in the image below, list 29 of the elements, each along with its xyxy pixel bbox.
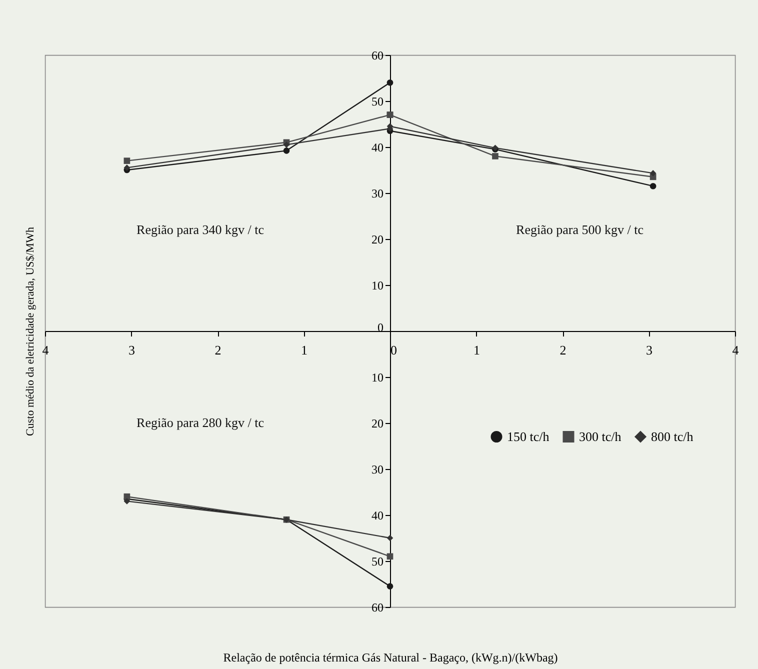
y-tick-label: 20 <box>372 232 384 246</box>
annotation: Região para 340 kgv / tc <box>136 222 264 237</box>
x-tick-label: 1 <box>474 342 480 358</box>
y-axis-title: Custo médio da eletricidade gerada, US$/MWh <box>24 226 36 436</box>
x-tick-label: 3 <box>128 342 135 358</box>
x-tick-label: 0 <box>390 342 397 358</box>
y-tick-label: 50 <box>372 94 384 108</box>
annotation: Região para 500 kgv / tc <box>516 222 644 237</box>
x-tick-label: 1 <box>301 342 308 358</box>
y-tick-label: 20 <box>372 416 384 430</box>
y-tick-label: 10 <box>372 278 384 292</box>
y-tick-label: 50 <box>372 554 384 568</box>
x-tick-label: 2 <box>560 342 566 358</box>
y-tick-label: 30 <box>372 186 384 200</box>
legend-label: 150 tc/h <box>507 428 550 444</box>
x-tick-label: 4 <box>42 342 50 358</box>
legend-label: 300 tc/h <box>579 428 622 444</box>
y-tick-label: 60 <box>372 48 384 62</box>
y-tick-label: 30 <box>372 462 384 476</box>
annotation: Região para 280 kgv / tc <box>136 415 264 430</box>
legend-label: 800 tc/h <box>651 428 694 444</box>
y-tick-label: 10 <box>372 370 384 384</box>
y-tick-label: 60 <box>372 600 384 614</box>
x-tick-label: 3 <box>646 342 652 358</box>
x-tick-label: 4 <box>732 342 740 358</box>
x-axis-title: Relação de potência térmica Gás Natural - Bagaço, (kWg.n)/(kWbag) <box>223 650 558 664</box>
y-tick-label: 40 <box>372 140 384 154</box>
x-tick-label: 2 <box>214 342 222 358</box>
y-tick-label: 40 <box>372 508 384 522</box>
